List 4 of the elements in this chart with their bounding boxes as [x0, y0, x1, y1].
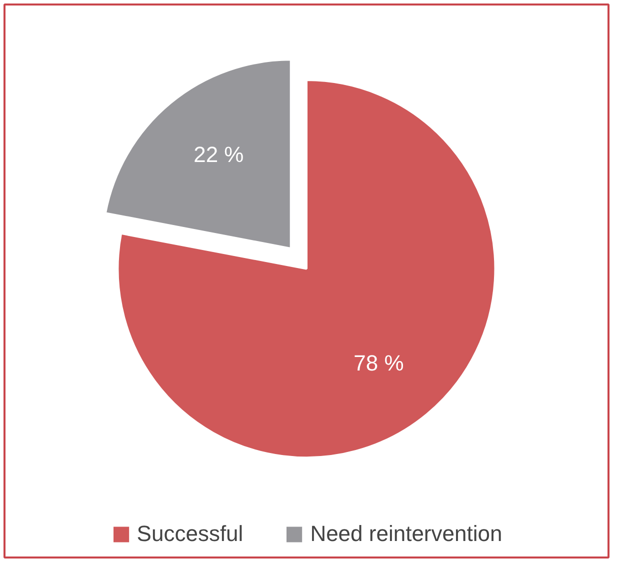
legend-label: Successful	[136, 521, 244, 547]
data-label: 22 %	[194, 142, 244, 167]
legend-label: Need reintervention	[310, 521, 502, 547]
data-label: 78 %	[354, 350, 404, 376]
